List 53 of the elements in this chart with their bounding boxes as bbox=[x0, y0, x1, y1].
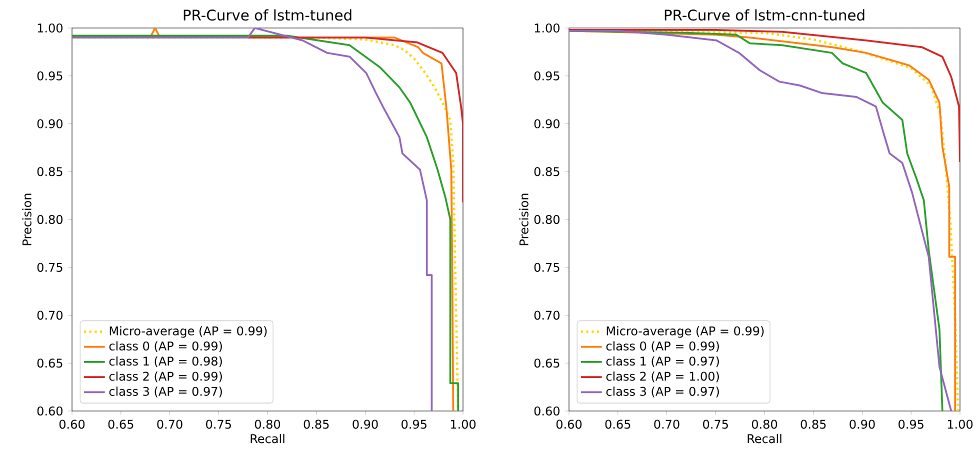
x-tick-label: 0.70 bbox=[654, 420, 680, 429]
legend-label: class 3 (AP = 0.97) bbox=[606, 386, 719, 398]
legend-label: class 0 (AP = 0.99) bbox=[606, 341, 719, 352]
x-tick-label: 0.90 bbox=[850, 420, 875, 429]
x-tick-label: 0.85 bbox=[304, 420, 329, 429]
x-axis-title: Recall bbox=[250, 434, 284, 444]
legend-label: class 2 (AP = 0.99) bbox=[109, 371, 222, 382]
y-tick-label: 0.70 bbox=[534, 310, 560, 320]
y-tick-label: 0.90 bbox=[37, 119, 62, 128]
y-tick-label: 0.65 bbox=[37, 358, 62, 368]
x-tick-label: 0.90 bbox=[352, 420, 378, 429]
y-axis-title: Precision bbox=[519, 194, 528, 246]
x-tick-label: 0.65 bbox=[108, 420, 134, 429]
y-axis-title: Precision bbox=[22, 194, 32, 246]
y-tick-label: 1.00 bbox=[534, 23, 560, 33]
y-tick-label: 0.85 bbox=[534, 167, 560, 176]
legend-label: class 3 (AP = 0.97) bbox=[109, 386, 222, 398]
legend-label: class 1 (AP = 0.97) bbox=[606, 356, 719, 368]
y-tick-label: 0.80 bbox=[37, 214, 62, 224]
x-tick-label: 0.60 bbox=[556, 420, 582, 429]
y-tick-label: 0.85 bbox=[37, 167, 62, 176]
x-tick-label: 0.70 bbox=[157, 420, 182, 429]
legend-label: class 2 (AP = 1.00) bbox=[606, 371, 719, 382]
line-series bbox=[569, 28, 960, 163]
y-tick-label: 0.60 bbox=[37, 406, 62, 416]
x-tick-label: 1.00 bbox=[450, 420, 476, 429]
x-tick-label: 0.95 bbox=[898, 420, 924, 429]
y-tick-label: 1.00 bbox=[38, 23, 62, 33]
y-tick-label: 0.80 bbox=[534, 214, 560, 224]
y-tick-label: 0.90 bbox=[534, 119, 560, 128]
chart-title: PR-Curve of lstm-tuned bbox=[184, 9, 352, 21]
y-tick-label: 0.95 bbox=[534, 71, 560, 80]
x-tick-label: 0.75 bbox=[703, 420, 728, 429]
y-tick-label: 0.75 bbox=[37, 262, 62, 272]
x-tick-label: 0.60 bbox=[59, 420, 85, 429]
x-axis-title: Recall bbox=[748, 434, 782, 444]
y-tick-label: 0.70 bbox=[37, 310, 62, 320]
x-tick-label: 0.65 bbox=[605, 420, 630, 429]
x-tick-label: 0.85 bbox=[800, 420, 826, 429]
y-tick-label: 0.95 bbox=[37, 71, 62, 80]
y-tick-label: 0.75 bbox=[534, 262, 560, 272]
y-tick-label: 0.65 bbox=[534, 358, 560, 368]
x-tick-label: 1.00 bbox=[948, 420, 973, 429]
x-tick-label: 0.80 bbox=[254, 420, 280, 429]
legend-label: class 0 (AP = 0.99) bbox=[109, 341, 222, 352]
y-tick-label: 0.60 bbox=[534, 406, 560, 416]
x-tick-label: 0.80 bbox=[752, 420, 778, 429]
legend-label: Micro-average (AP = 0.99) bbox=[606, 326, 764, 338]
chart-title: PR-Curve of lstm-cnn-tuned bbox=[664, 9, 864, 21]
legend-label: class 1 (AP = 0.98) bbox=[109, 356, 222, 368]
x-tick-label: 0.95 bbox=[402, 420, 426, 429]
x-tick-label: 0.75 bbox=[206, 420, 231, 429]
legend-label: Micro-average (AP = 0.99) bbox=[110, 326, 267, 338]
